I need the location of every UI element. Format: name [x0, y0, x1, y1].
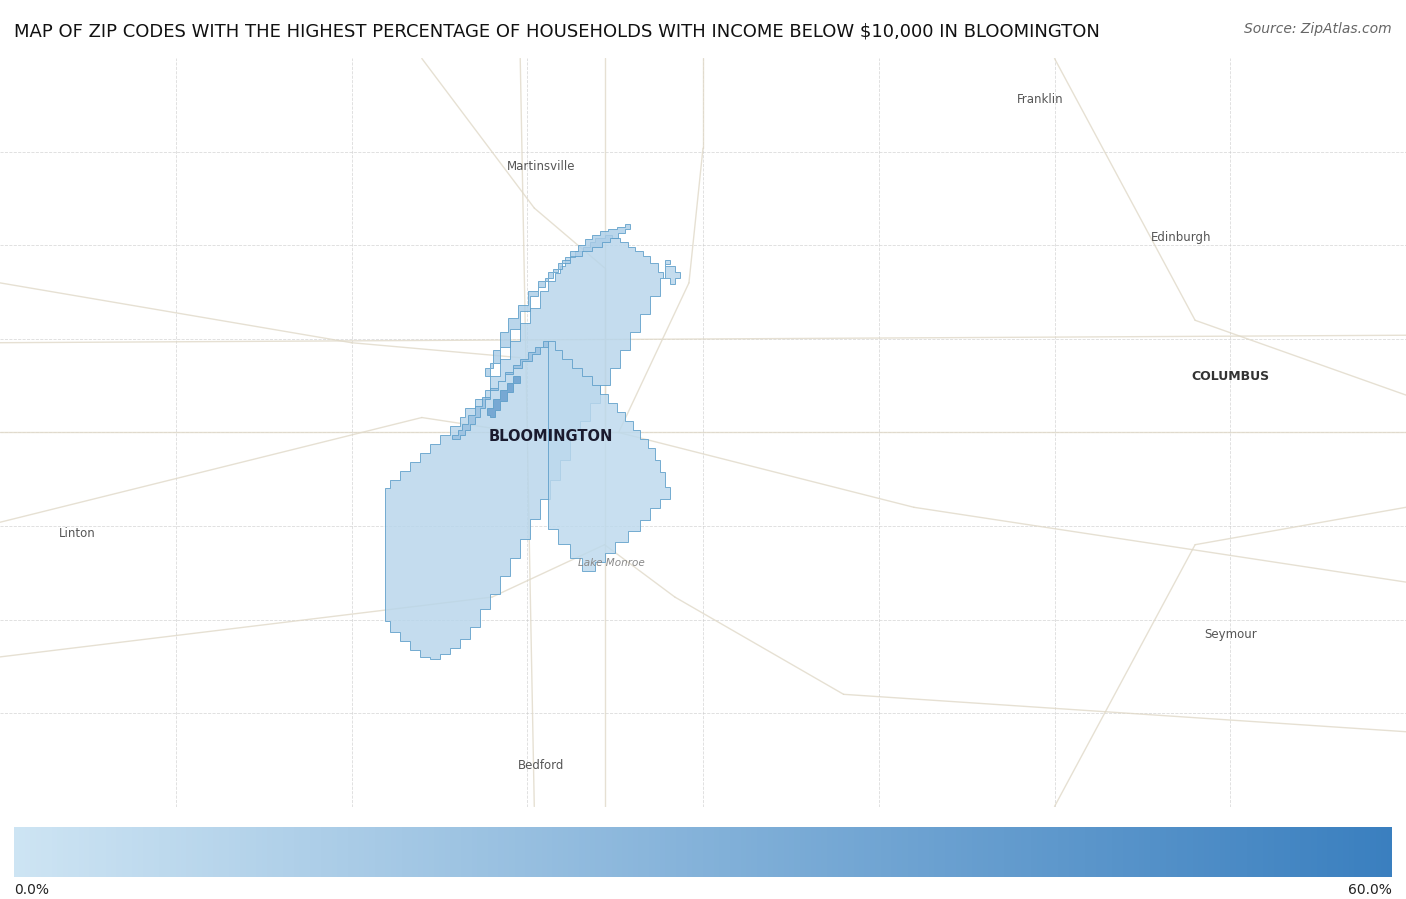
- Polygon shape: [548, 341, 671, 571]
- Polygon shape: [486, 377, 520, 417]
- Text: Linton: Linton: [59, 527, 96, 540]
- Text: Edinburgh: Edinburgh: [1150, 231, 1212, 245]
- Text: Seymour: Seymour: [1204, 628, 1257, 641]
- Text: Martinsville: Martinsville: [508, 160, 575, 174]
- Text: Lake Monroe: Lake Monroe: [578, 558, 645, 568]
- Polygon shape: [485, 224, 630, 377]
- Text: Source: ZipAtlas.com: Source: ZipAtlas.com: [1244, 22, 1392, 37]
- Text: 60.0%: 60.0%: [1348, 883, 1392, 897]
- Text: COLUMBUS: COLUMBUS: [1191, 369, 1270, 383]
- Polygon shape: [451, 341, 548, 440]
- Polygon shape: [385, 235, 681, 659]
- Text: MAP OF ZIP CODES WITH THE HIGHEST PERCENTAGE OF HOUSEHOLDS WITH INCOME BELOW $10: MAP OF ZIP CODES WITH THE HIGHEST PERCEN…: [14, 22, 1099, 40]
- Text: Franklin: Franklin: [1017, 93, 1064, 106]
- Text: 0.0%: 0.0%: [14, 883, 49, 897]
- Text: Bedford: Bedford: [519, 759, 564, 772]
- Text: BLOOMINGTON: BLOOMINGTON: [489, 429, 613, 444]
